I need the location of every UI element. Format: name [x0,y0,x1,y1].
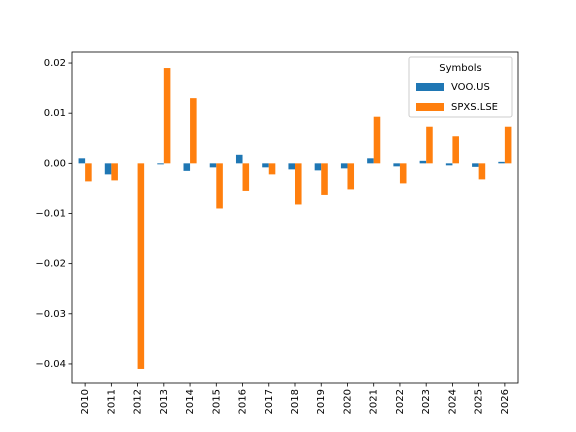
legend-title: Symbols [439,63,481,74]
x-tick-label: 2016 [238,389,249,414]
bar [478,163,486,180]
x-tick-label: 2018 [290,389,301,414]
bar [393,163,400,167]
x-tick-label: 2020 [342,389,353,414]
x-tick-label: 2022 [395,389,406,414]
x-tick-label: 2013 [159,389,170,414]
y-tick-label: −0.02 [35,259,66,270]
bar [426,126,433,164]
bar [340,163,348,169]
y-tick-label: 0.00 [44,158,66,169]
bar [452,136,459,164]
x-tick-label: 2026 [500,389,511,414]
x-tick-label: 2011 [106,389,117,414]
bar [268,163,276,175]
x-tick-label: 2012 [133,389,144,414]
legend: Symbols VOO.US SPXS.LSE [408,56,513,118]
bar [137,163,145,369]
y-tick-label: −0.04 [35,359,66,370]
x-tick-label: 2015 [211,389,222,414]
bar [295,163,302,205]
legend-swatch [416,83,444,91]
bar [321,163,328,195]
bar [373,116,381,164]
y-tick-label: 0.02 [44,58,66,69]
x-tick-label: 2017 [264,389,275,414]
y-tick-label: 0.01 [44,108,66,119]
bar [163,68,171,164]
bar [235,154,243,164]
y-tick-label: −0.03 [35,309,66,320]
bar [399,163,407,184]
bar [288,163,295,170]
x-tick-label: 2021 [369,389,380,414]
bar [216,163,223,209]
x-tick-label: 2014 [185,389,196,414]
bar [472,163,479,167]
x-tick-label: 2023 [421,389,432,414]
bar [367,158,374,164]
bar [85,163,92,182]
legend-label: SPXS.LSE [451,102,498,113]
legend-swatch [416,103,444,111]
x-tick-label: 2025 [474,389,485,414]
bar [314,163,322,171]
bar [419,160,427,164]
x-tick-label: 2010 [80,389,91,414]
bar [157,163,164,165]
bar [209,163,217,168]
bar [242,163,250,191]
bar [190,98,197,164]
x-tick-label: 2024 [447,389,458,414]
x-tick-label: 2019 [316,389,327,414]
bar [262,163,269,168]
y-tick-label: −0.01 [35,208,66,219]
bar [445,163,453,166]
bar [111,163,118,181]
bar [183,163,191,171]
bar [104,163,112,175]
legend-label: VOO.US [451,82,490,93]
legend-box [408,56,513,118]
bar [504,126,512,164]
axes-frame [71,51,519,384]
bar [347,163,355,190]
bar [78,158,86,164]
bar [498,161,505,164]
